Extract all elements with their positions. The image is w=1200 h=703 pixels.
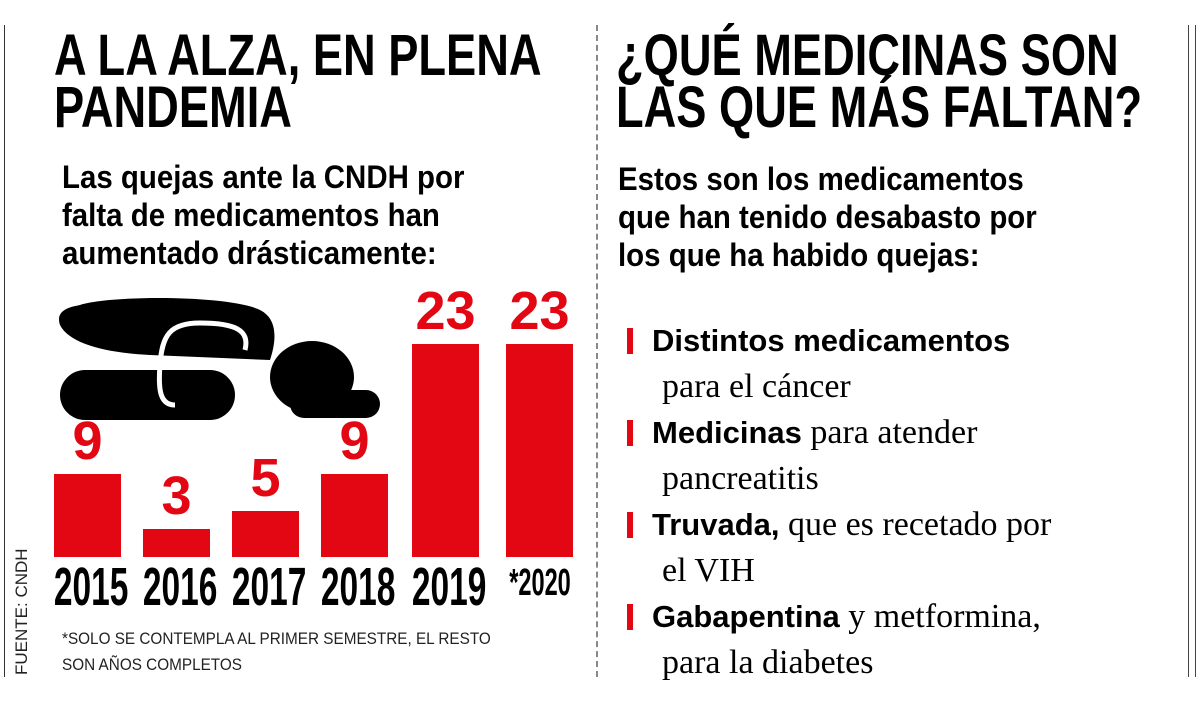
item-line2: pancreatitis [662, 460, 819, 497]
data-label: 9 [339, 410, 370, 471]
title-line: ¿QUÉ MEDICINAS SON [616, 23, 1119, 88]
bullet-marker [627, 420, 633, 446]
bar [232, 510, 299, 557]
sleeping-person-icon [59, 298, 380, 420]
bullet-marker [627, 512, 633, 538]
item-text: y metformina, [839, 598, 1041, 635]
source-label: FUENTE: CNDH [12, 548, 31, 675]
bar [54, 473, 121, 557]
title-line: A LA ALZA, EN PLENA [54, 23, 542, 88]
data-label: 3 [161, 466, 192, 527]
year-label: 2017 [231, 557, 306, 617]
item-bold: Medicinas [652, 415, 802, 450]
data-label: 5 [250, 447, 281, 508]
item-line2: para el cáncer [662, 368, 851, 405]
bar [412, 344, 479, 557]
title-line: PANDEMIA [54, 75, 292, 140]
bar [321, 473, 388, 557]
title-line: LAS QUE MÁS FALTAN? [616, 75, 1143, 140]
right-subtitle: Estos son los medicamentos que han tenid… [618, 160, 1073, 274]
subtitle-line: los que ha habido quejas: [618, 237, 980, 273]
item-line2: para la diabetes [662, 644, 874, 681]
list-item: Distintos medicamentos para el cáncer [627, 318, 1011, 410]
item-line2: el VIH [662, 552, 755, 589]
bar [506, 344, 573, 557]
right-title: ¿QUÉ MEDICINAS SON LAS QUE MÁS FALTAN? [616, 23, 1200, 140]
bullet-marker [627, 328, 633, 354]
data-label: 23 [509, 281, 570, 341]
subtitle-line: que han tenido desabasto por [618, 199, 1037, 235]
left-subtitle: Las quejas ante la CNDH por falta de med… [62, 158, 499, 272]
year-label: *2020 [508, 562, 571, 604]
list-item: Truvada, que es recetado por el VIH [627, 502, 1052, 594]
subtitle-line: aumentado drásticamente: [62, 235, 437, 271]
list-item: Gabapentina y metformina, para la diabet… [627, 594, 1041, 686]
footnote-line: *SOLO SE CONTEMPLA AL PRIMER SEMESTRE, E… [62, 629, 491, 648]
year-label: 2016 [142, 557, 217, 617]
bullet-marker [627, 604, 633, 630]
subtitle-line: falta de medicamentos han [62, 197, 440, 233]
subtitle-line: Las quejas ante la CNDH por [62, 159, 465, 195]
list-item: Medicinas para atender pancreatitis [627, 410, 978, 502]
right-border [1188, 25, 1196, 677]
data-label: 23 [415, 281, 476, 341]
subtitle-line: Estos son los medicamentos [618, 161, 1024, 197]
item-bold: Distintos medicamentos [652, 323, 1011, 358]
footnote: *SOLO SE CONTEMPLA AL PRIMER SEMESTRE, E… [62, 626, 538, 678]
item-text: para atender [801, 414, 978, 451]
item-bold: Gabapentina [652, 599, 840, 634]
year-label: 2018 [320, 557, 395, 617]
footnote-line: SON AÑOS COMPLETOS [62, 655, 242, 674]
left-title: A LA ALZA, EN PLENA PANDEMIA [54, 23, 679, 140]
data-label: 9 [72, 410, 103, 471]
item-text: que es recetado por [779, 506, 1052, 543]
item-bold: Truvada, [652, 507, 780, 542]
year-label: 2015 [53, 557, 128, 617]
bar [143, 529, 210, 557]
year-label: 2019 [411, 557, 486, 617]
divider [596, 25, 598, 677]
left-border [4, 25, 5, 677]
